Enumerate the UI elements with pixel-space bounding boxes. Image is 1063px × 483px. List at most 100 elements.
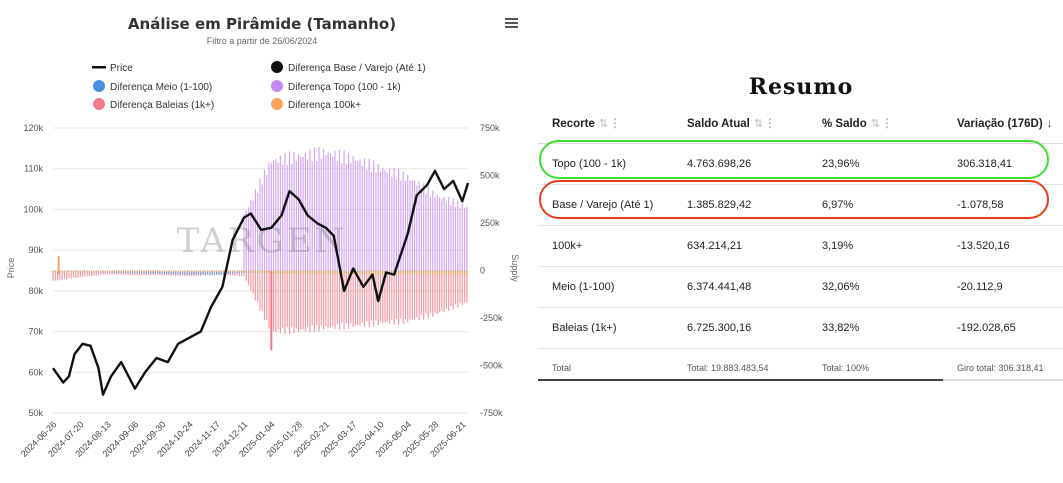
supply-bar	[420, 270, 422, 316]
supply-bar	[450, 270, 452, 307]
supply-bar	[109, 270, 111, 273]
supply-bar	[252, 270, 254, 273]
supply-bar	[316, 270, 318, 326]
supply-bar	[466, 207, 468, 271]
supply-bar	[316, 270, 318, 275]
sort-icon[interactable]: ⇅	[598, 118, 608, 130]
table-row[interactable]: Baleias (1k+) 6.725.300,16 33,82% -192.0…	[538, 307, 1063, 349]
supply-bar	[75, 270, 77, 279]
supply-bar	[84, 270, 86, 277]
supply-bar	[302, 156, 304, 271]
supply-bar	[282, 270, 284, 328]
supply-bar	[170, 270, 172, 273]
scrollbar-track	[943, 379, 1063, 381]
supply-bar	[445, 270, 447, 275]
supply-bar	[427, 186, 429, 271]
y-tick-label-right: 500k	[480, 171, 500, 181]
supply-bar	[448, 270, 450, 276]
supply-bar	[463, 270, 466, 276]
supply-bar	[420, 190, 422, 271]
y-tick-label-left: 120k	[23, 123, 43, 133]
supply-bar	[302, 270, 304, 275]
supply-bar	[177, 270, 179, 273]
supply-bar	[263, 169, 266, 271]
supply-bar	[434, 270, 436, 275]
supply-bar	[147, 270, 150, 273]
supply-bar	[341, 163, 343, 271]
supply-bar	[250, 199, 252, 271]
supply-bar	[318, 147, 320, 271]
supply-bar	[368, 158, 370, 271]
supply-bar	[257, 193, 259, 271]
column-header-saldo[interactable]: Saldo Atual ⇅ ⋮	[673, 103, 808, 144]
kebab-icon[interactable]: ⋮	[764, 116, 777, 130]
kebab-icon[interactable]: ⋮	[880, 116, 893, 130]
table-row[interactable]: Meio (1-100) 6.374.441,48 32,06% -20.112…	[538, 266, 1063, 308]
supply-bar	[345, 164, 347, 271]
supply-bar	[272, 270, 275, 332]
scrollbar-thumb[interactable]	[538, 379, 945, 381]
menu-icon[interactable]	[505, 18, 518, 28]
supply-bar	[366, 169, 368, 271]
supply-bar	[54, 270, 56, 273]
supply-bar	[402, 171, 404, 271]
supply-bar	[368, 270, 370, 328]
supply-bar	[88, 270, 90, 273]
supply-bar	[172, 270, 175, 274]
legend-line-icon	[92, 66, 106, 69]
supply-bar	[125, 270, 127, 273]
legend-label: Price	[110, 63, 133, 74]
supply-bar	[425, 270, 427, 314]
supply-bar	[72, 270, 75, 272]
supply-bar	[438, 270, 441, 276]
supply-bar	[288, 151, 291, 271]
supply-bar	[145, 270, 147, 273]
supply-bar	[293, 270, 295, 334]
highlight-oval-red	[539, 180, 1049, 219]
supply-bar	[425, 194, 427, 271]
sort-down-arrow-icon[interactable]: ↓	[1046, 116, 1053, 130]
y-tick-label-left: 90k	[28, 245, 43, 255]
supply-bar	[304, 270, 307, 332]
supply-bar	[350, 270, 352, 324]
chart-legend: Price Diferença Base / Varejo (Até 1) Dife…	[92, 61, 426, 111]
column-header-variacao[interactable]: Variação (176D) ↓	[943, 103, 1063, 144]
supply-bar	[250, 270, 252, 273]
supply-bar	[97, 270, 100, 273]
supply-bar	[52, 270, 54, 273]
column-header-recorte[interactable]: Recorte ⇅ ⋮	[538, 103, 673, 144]
supply-bar	[420, 270, 422, 275]
kebab-icon[interactable]: ⋮	[609, 116, 622, 130]
supply-bar	[291, 163, 293, 271]
supply-bar	[409, 270, 411, 320]
supply-bar	[275, 270, 277, 275]
supply-bar	[311, 161, 313, 271]
supply-bar	[277, 162, 279, 271]
supply-bar	[343, 150, 345, 271]
supply-bar	[457, 270, 459, 308]
supply-bar	[393, 168, 395, 271]
supply-bar	[461, 270, 463, 306]
cell-total-label: Total	[552, 363, 572, 373]
price-line	[52, 169, 470, 396]
sort-icon[interactable]: ⇅	[753, 118, 763, 130]
supply-bar	[93, 270, 95, 273]
supply-bar	[302, 270, 304, 330]
cell-pct: 32,06%	[808, 266, 943, 308]
sort-icon[interactable]: ⇅	[870, 118, 880, 130]
table-total-row: Total Total: 19.883.483,54 Total: 100% G…	[538, 349, 1063, 388]
supply-bar	[56, 270, 59, 273]
supply-bar	[229, 270, 231, 273]
supply-bar	[279, 155, 281, 271]
y-tick-label-left: 110k	[24, 164, 43, 174]
cell-total-variacao: Giro total: 306.318,41	[957, 363, 1044, 373]
supply-bar	[352, 270, 354, 328]
supply-bar	[345, 270, 347, 275]
supply-bar	[216, 270, 218, 276]
supply-bar	[136, 270, 138, 273]
supply-bar	[382, 270, 384, 275]
table-row[interactable]: 100k+ 634.214,21 3,19% -13.520,16	[538, 225, 1063, 267]
supply-bar	[443, 196, 445, 271]
supply-bar	[182, 270, 184, 273]
column-header-pct[interactable]: % Saldo ⇅ ⋮	[808, 103, 943, 144]
